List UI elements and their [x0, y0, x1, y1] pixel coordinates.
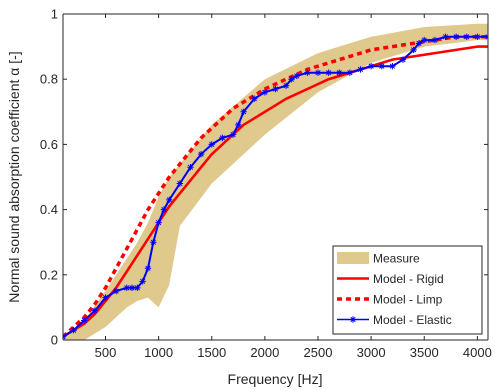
- x-axis-label: Frequency [Hz]: [228, 371, 323, 387]
- series-point-model-elastic: [452, 33, 460, 41]
- series-point-model-elastic: [261, 89, 269, 96]
- series-point-model-elastic: [102, 294, 109, 301]
- x-tick-label: 1500: [197, 345, 226, 360]
- series-point-model-elastic: [421, 36, 428, 44]
- series-point-model-elastic: [293, 72, 300, 80]
- series-point-model-elastic: [70, 327, 77, 334]
- series-point-model-elastic: [166, 196, 173, 204]
- y-axis-label: Normal sound absorption coefficient α [-…: [6, 51, 22, 302]
- series-point-model-elastic: [442, 33, 449, 41]
- series-point-model-elastic: [367, 62, 375, 70]
- series-point-model-elastic: [325, 69, 332, 76]
- legend-label-model-limp: Model - Limp: [373, 293, 443, 307]
- y-tick-label: 0.8: [40, 72, 58, 87]
- series-line-model-rigid: [63, 45, 488, 338]
- y-tick-label: 0.2: [40, 267, 58, 282]
- series-point-model-elastic: [155, 219, 162, 226]
- series-point-model-elastic: [272, 85, 279, 93]
- series-point-model-elastic: [134, 284, 141, 292]
- series-point-model-elastic: [197, 150, 205, 158]
- y-tick-label: 1: [51, 7, 58, 22]
- series-point-model-elastic: [176, 180, 184, 187]
- series-point-model-elastic: [378, 62, 385, 70]
- series-point-model-elastic: [123, 284, 130, 292]
- series-point-model-elastic: [229, 131, 237, 138]
- series-point-model-elastic: [314, 69, 322, 76]
- series-point-model-elastic: [160, 206, 168, 213]
- series-point-model-elastic: [240, 108, 247, 115]
- legend-marker-model-elastic: [349, 316, 357, 323]
- x-tick-label: 1000: [144, 345, 173, 360]
- series-point-model-elastic: [304, 69, 311, 76]
- series-point-model-elastic: [187, 164, 194, 171]
- series-point-model-elastic: [415, 40, 423, 47]
- legend-swatch-measure: [337, 252, 369, 264]
- y-tick-label: 0.6: [40, 137, 58, 152]
- series-point-model-elastic: [235, 121, 242, 129]
- series-point-model-elastic: [144, 265, 152, 272]
- series-point-model-elastic: [139, 278, 146, 285]
- series-point-model-elastic: [282, 82, 290, 89]
- series-point-model-elastic: [336, 69, 343, 76]
- series-point-model-elastic: [346, 69, 354, 76]
- series-point-model-elastic: [128, 284, 136, 292]
- x-tick-label: 4000: [463, 345, 492, 360]
- legend-label-measure: Measure: [373, 252, 420, 266]
- x-tick-label: 3500: [410, 345, 439, 360]
- series-point-model-elastic: [208, 141, 215, 148]
- measure-band: [63, 23, 488, 340]
- series-point-model-elastic: [431, 36, 439, 44]
- y-tick-label: 0.4: [40, 202, 58, 217]
- legend-label-model-rigid: Model - Rigid: [373, 272, 444, 286]
- series-point-model-elastic: [410, 46, 417, 54]
- legend-label-model-elastic: Model - Elastic: [373, 313, 452, 327]
- x-tick-label: 3000: [357, 345, 386, 360]
- series-point-model-elastic: [463, 33, 470, 41]
- series-point-model-elastic: [357, 66, 364, 73]
- series-point-model-elastic: [91, 307, 99, 314]
- series-point-model-elastic: [150, 239, 157, 246]
- series-point-model-elastic: [389, 62, 396, 70]
- x-tick-label: 2000: [250, 345, 279, 360]
- series-point-model-elastic: [251, 95, 258, 102]
- series-point-model-elastic: [288, 76, 295, 83]
- x-tick-label: 2500: [304, 345, 333, 360]
- series-point-model-elastic: [112, 287, 120, 295]
- series-point-model-elastic: [399, 56, 407, 63]
- series-line-model-limp: [63, 35, 488, 338]
- y-tick-label: 0: [51, 333, 58, 348]
- series-point-model-elastic: [474, 33, 481, 41]
- series-point-model-elastic: [81, 317, 88, 324]
- x-tick-label: 500: [95, 345, 117, 360]
- series-point-model-elastic: [219, 134, 226, 142]
